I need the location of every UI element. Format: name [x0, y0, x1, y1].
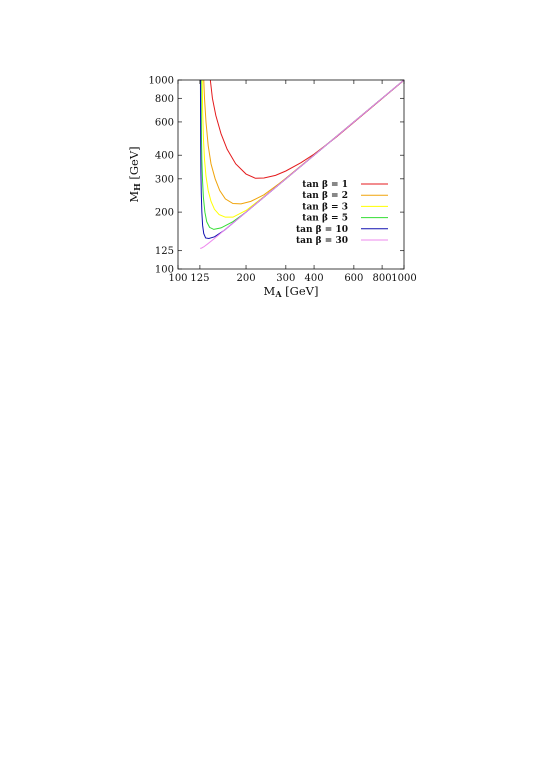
series-layer — [199, 79, 405, 249]
series-line — [200, 79, 405, 249]
y-axis-label-unit: [GeV] — [127, 146, 141, 183]
legend-label: tan β = 3 — [302, 202, 348, 212]
legend-label: tan β = 10 — [296, 225, 348, 235]
ticks-layer: 100 125 200 300 400 600 800 1000100125200300400… — [149, 76, 417, 285]
plot-frame — [177, 79, 405, 270]
x-tick-label: 800 — [373, 273, 392, 284]
x-tick-label: 400 — [305, 273, 324, 284]
x-tick-label: 100 — [168, 273, 187, 284]
legend-label: tan β = 1 — [302, 180, 348, 190]
y-tick-label: 1000 — [149, 76, 174, 87]
x-tick-label: 1000 — [391, 273, 416, 284]
x-tick-label: 300 — [276, 273, 295, 284]
x-tick-label: 125 — [190, 273, 209, 284]
y-tick-label: 600 — [155, 117, 174, 128]
y-axis-label-sub: H — [132, 183, 142, 191]
x-axis-label-sub: A — [274, 289, 282, 299]
legend-label: tan β = 2 — [302, 191, 348, 201]
x-axis-label: MA [GeV] — [264, 284, 319, 299]
y-tick-label: 400 — [155, 151, 174, 162]
y-tick-label: 200 — [155, 208, 174, 219]
y-tick-label: 100 — [155, 265, 174, 276]
x-axis-label-unit: [GeV] — [282, 284, 319, 298]
y-tick-label: 300 — [155, 174, 174, 185]
y-axis-label: MH [GeV] — [127, 146, 142, 202]
legend-label: tan β = 5 — [302, 214, 348, 224]
legend-label: tan β = 30 — [296, 236, 348, 246]
y-axis-label-main: M — [127, 191, 141, 203]
x-axis-label-main: M — [264, 284, 276, 298]
y-tick-label: 125 — [155, 246, 174, 257]
y-tick-label: 800 — [155, 94, 174, 105]
x-tick-label: 200 — [236, 273, 255, 284]
x-tick-label: 600 — [344, 273, 363, 284]
